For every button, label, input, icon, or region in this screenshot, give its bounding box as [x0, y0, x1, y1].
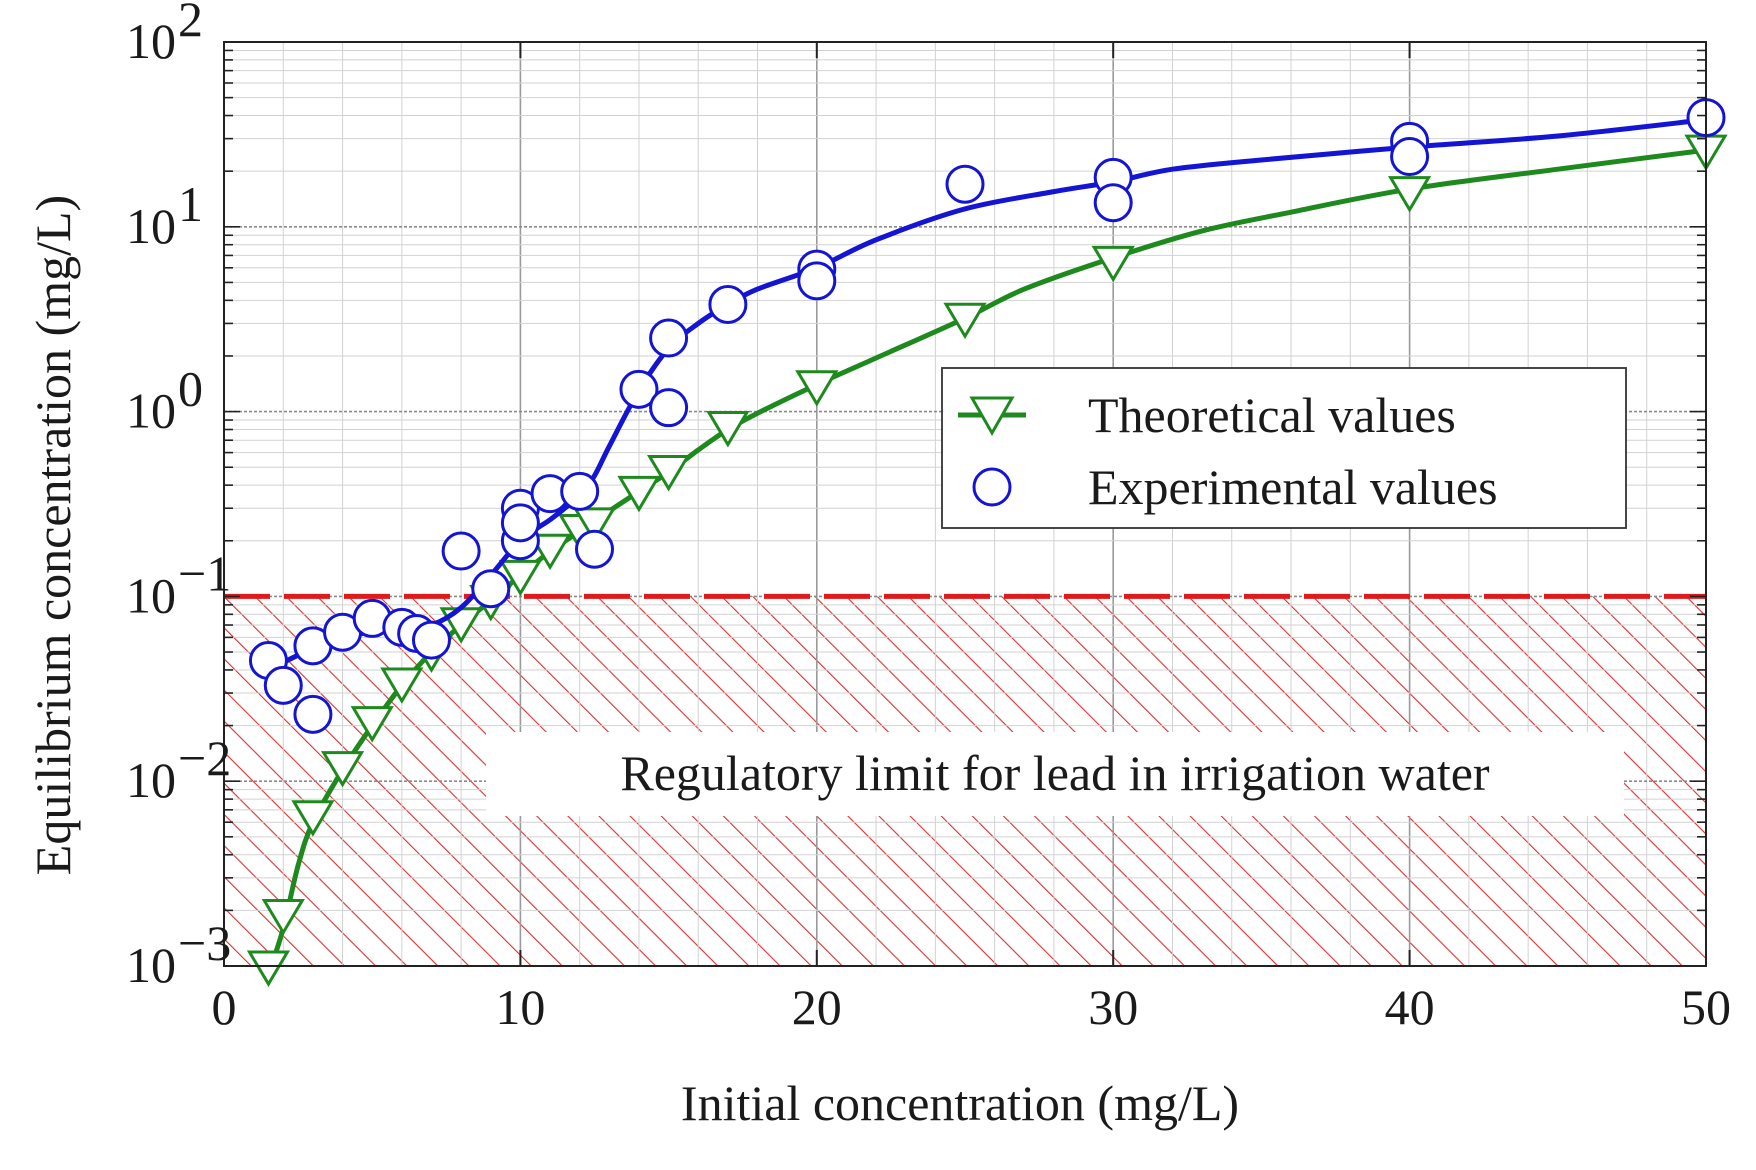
y-axis-title: Equilibrium concentration (mg/L) — [25, 195, 81, 875]
y-tick-label: 10 — [126, 937, 176, 993]
y-tick-exponent: −2 — [178, 730, 231, 786]
legend-entry-theoretical: Theoretical values — [958, 387, 1456, 443]
x-tick-label: 30 — [1088, 979, 1138, 1035]
data-point-circle — [293, 694, 333, 734]
plot-frame — [223, 41, 1707, 967]
data-point-circle — [1390, 137, 1430, 177]
y-tick-label: 10 — [126, 198, 176, 254]
regulatory-limit-label: Regulatory limit for lead in irrigation … — [620, 745, 1490, 801]
data-point-circle — [708, 284, 748, 324]
data-point-triangle — [943, 302, 987, 340]
data-point-triangle — [617, 475, 661, 513]
data-point-triangle — [291, 800, 335, 837]
data-point-triangle — [498, 559, 543, 597]
data-point-circle — [619, 369, 659, 409]
data-point-triangle — [528, 533, 572, 571]
legend-label-experimental: Experimental values — [1088, 459, 1498, 515]
y-tick-exponent: 2 — [178, 0, 203, 47]
data-point-circle — [560, 471, 600, 511]
data-point-triangle — [1091, 245, 1135, 283]
data-point-triangle — [380, 667, 424, 704]
y-tick-label: 10 — [126, 567, 176, 623]
series-layer — [246, 98, 1728, 987]
data-point-circle — [500, 503, 540, 543]
data-point-triangle — [261, 898, 305, 936]
legend-label-theoretical: Theoretical values — [1088, 387, 1456, 443]
data-point-triangle — [320, 751, 365, 788]
x-tick-labels: 0 10 20 30 40 50 — [212, 979, 1732, 1035]
x-tick-label: 10 — [495, 979, 545, 1035]
y-tick-exponent: 1 — [178, 176, 203, 232]
legend-box — [941, 367, 1627, 529]
data-point-circle — [649, 318, 689, 358]
data-point-triangle — [795, 370, 839, 407]
series-curve — [267, 117, 1707, 673]
y-tick-label: 10 — [126, 383, 176, 439]
annotation-background — [486, 732, 1624, 816]
legend-entry-experimental: Experimental values — [972, 459, 1498, 515]
data-point-triangle — [350, 706, 394, 743]
data-point-triangle — [246, 950, 291, 987]
y-tick-exponent: −3 — [178, 915, 231, 971]
y-tick-exponent: 0 — [178, 361, 203, 417]
y-tick-label: 10 — [126, 752, 176, 808]
y-tick-label: 10 — [126, 13, 176, 69]
data-point-triangle — [646, 455, 691, 492]
x-tick-label: 50 — [1681, 979, 1731, 1035]
x-tick-label: 20 — [792, 979, 842, 1035]
x-tick-label: 0 — [212, 979, 237, 1035]
legend-marker-triangle-icon — [969, 396, 1015, 437]
x-axis-title: Initial concentration (mg/L) — [681, 1075, 1239, 1131]
data-point-triangle — [706, 411, 750, 448]
axis-ticks — [223, 42, 1707, 967]
data-point-circle — [797, 261, 837, 301]
data-point-circle — [1093, 183, 1133, 223]
data-point-circle — [411, 620, 451, 660]
data-point-triangle — [572, 507, 617, 544]
x-tick-label: 40 — [1385, 979, 1435, 1035]
y-tick-exponent: −1 — [178, 545, 231, 601]
data-point-circle — [945, 164, 985, 204]
legend: Theoretical values Experimental values — [941, 367, 1627, 529]
series-experimental — [248, 98, 1726, 734]
data-point-circle — [471, 569, 511, 609]
series-theoretical — [246, 134, 1728, 987]
data-point-circle — [263, 665, 303, 705]
data-point-circle — [575, 529, 614, 569]
data-point-circle — [441, 531, 481, 571]
legend-marker-circle-icon — [972, 467, 1012, 507]
data-point-circle — [649, 388, 689, 428]
data-point-triangle — [1387, 176, 1432, 213]
